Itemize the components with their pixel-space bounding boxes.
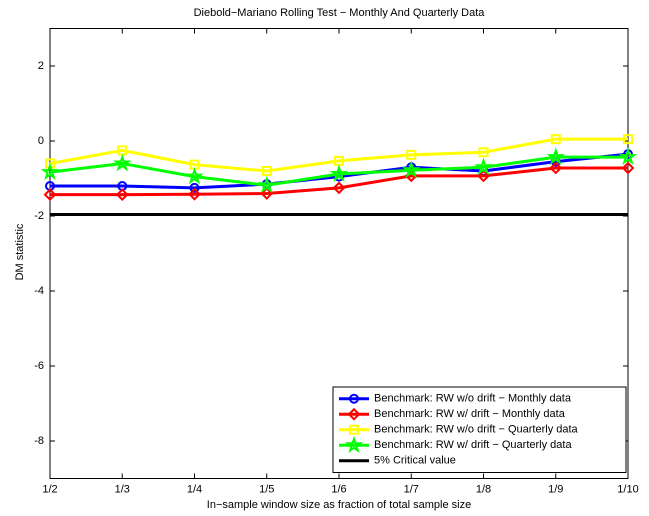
y-tick-label: -8 — [34, 435, 44, 447]
x-tick-label: 1/9 — [548, 483, 563, 495]
marker — [40, 162, 60, 181]
x-tick-label: 1/4 — [187, 483, 202, 495]
marker — [406, 149, 417, 160]
marker — [474, 157, 493, 176]
y-tick-label: 0 — [38, 135, 44, 147]
marker — [477, 169, 490, 183]
marker — [115, 188, 129, 202]
y-tick-label: -6 — [34, 360, 44, 372]
marker — [185, 166, 204, 185]
legend-box — [332, 386, 627, 473]
x-tick-label: 1/3 — [115, 483, 130, 495]
x-tick-label: 1/10 — [617, 483, 638, 495]
marker — [618, 147, 638, 166]
marker — [332, 181, 346, 195]
marker — [349, 424, 359, 435]
legend-label: 5% Critical value — [374, 455, 456, 467]
x-tick-label: 1/2 — [42, 483, 57, 495]
series-line — [50, 166, 628, 197]
y-tick-label: -2 — [34, 210, 44, 222]
y-tick-label: -4 — [34, 285, 44, 297]
series-line — [49, 155, 628, 187]
marker — [347, 407, 361, 421]
marker — [402, 160, 421, 179]
legend-label: Benchmark: RW w/o drift − Quarterly data — [374, 424, 579, 436]
x-tick-label: 1/5 — [259, 483, 274, 495]
marker — [43, 188, 57, 202]
marker — [189, 182, 200, 193]
marker — [113, 153, 132, 172]
marker — [260, 187, 274, 200]
marker — [549, 161, 563, 175]
marker — [329, 164, 349, 182]
x-tick-label: 1/8 — [476, 483, 491, 495]
legend-label: Benchmark: RW w/ drift − Monthly data — [374, 408, 566, 420]
marker — [546, 147, 565, 166]
marker — [349, 393, 359, 404]
marker — [550, 134, 561, 145]
marker — [261, 166, 272, 176]
y-tick-label: 2 — [38, 60, 44, 72]
series-line — [49, 137, 628, 173]
marker — [623, 134, 633, 145]
x-axis-label: In−sample window size as fraction of tot… — [207, 499, 471, 511]
marker — [478, 147, 489, 158]
x-tick-label: 1/7 — [404, 483, 419, 495]
legend-label: Benchmark: RW w/ drift − Quarterly data — [374, 439, 572, 451]
x-tick-label: 1/6 — [331, 483, 346, 495]
marker — [257, 175, 276, 194]
marker — [621, 161, 635, 175]
chart-title: Diebold−Mariano Rolling Test − Monthly A… — [194, 7, 486, 19]
marker — [344, 435, 364, 454]
legend-label: Benchmark: RW w/o drift − Monthly data — [374, 393, 572, 405]
marker — [188, 187, 201, 201]
y-axis-label: DM statistic — [14, 223, 26, 280]
